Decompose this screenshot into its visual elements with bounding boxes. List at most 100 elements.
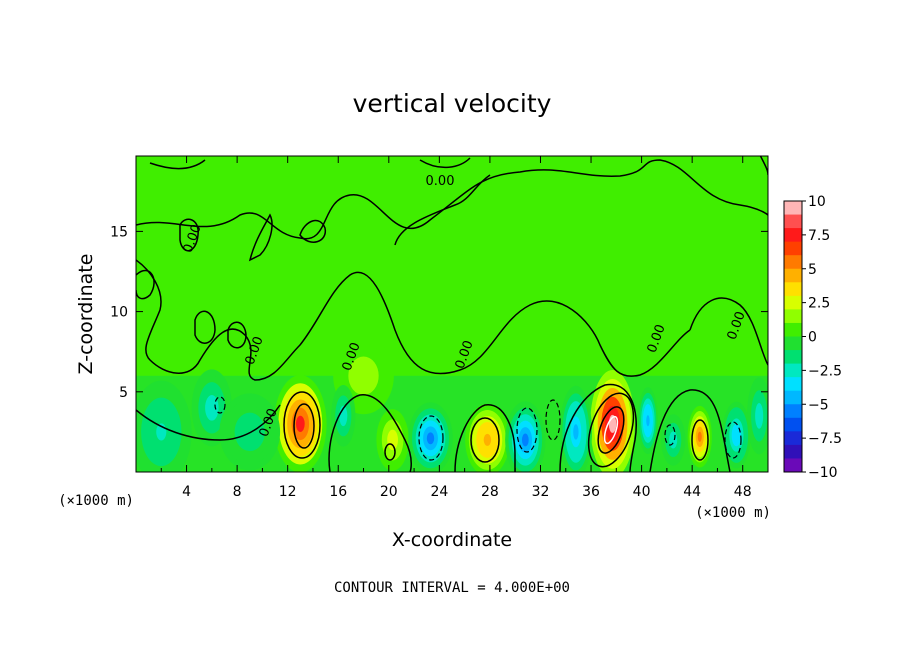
colorbar-swatch [784,404,802,419]
x-tick-label: 24 [430,484,448,500]
x-tick-label: 40 [633,484,651,500]
x-tick-label: 32 [532,484,550,500]
downdraft-cell [559,385,593,472]
updraft-cell [465,403,510,472]
zero-contour [227,321,247,349]
x-tick-label: 44 [683,484,701,500]
zero-contour [454,404,516,472]
downdraft-level [757,409,762,423]
updraft-cell [333,337,394,415]
colorbar-swatch [784,282,802,297]
colorbar-swatch [784,228,802,243]
downdraft-cell [747,377,768,455]
contour-loop [384,443,396,461]
zero-contour [194,310,216,344]
axis-ticks [136,156,768,472]
zero-contour [419,157,471,169]
zero-contour [328,394,412,472]
colorbar-label: 10 [808,194,826,210]
colorbar-swatch [784,322,802,337]
updraft-cell [590,369,635,472]
colorbar-label: 5 [808,262,817,278]
downdraft-level [521,433,529,447]
colorbar-swatch [784,295,802,310]
downdraft-level [426,432,435,445]
colorbar-label: −10 [808,465,838,481]
colorbar-labels: 10 7.5 5 2.5 0 −2.5 −5 −7.5 −10 [802,194,842,481]
updraft-cell [376,409,409,471]
negative-contour-loop [724,421,742,459]
updraft-level [295,415,305,433]
plot-frame [135,155,769,473]
colorbar-swatch [784,417,802,432]
y-tick-label: 10 [110,305,128,321]
negative-contour-loop [214,396,226,414]
negative-contour-loop [516,407,538,453]
zero-contour [559,383,637,472]
zero-contour [136,404,281,441]
colorbar-swatch [784,431,802,446]
colorbar-swatch [784,390,802,405]
contour-loop [587,392,635,468]
x-axis-label: X-coordinate [392,529,512,551]
downdraft-cell [331,385,356,447]
contour-loop [470,417,500,463]
colorbar-label: 7.5 [808,228,830,244]
negative-contours [214,396,742,461]
downdraft-cell [661,414,686,466]
x-tick-labels: 4 8 12 16 20 24 28 32 36 40 44 48 [182,484,752,500]
colorbar-swatch [784,309,802,324]
contour-label: 0.00 [426,174,455,189]
x-unit-label-left: (×1000 m) [58,493,134,509]
downdraft-cell [722,401,751,469]
colorbar [784,201,802,473]
x-unit-label-right: (×1000 m) [695,505,771,521]
contour-loop [597,406,625,454]
colorbar-swatch [784,241,802,256]
colorbar-swatch [784,377,802,392]
colorbar-swatch [784,336,802,351]
downdraft-level [646,415,650,427]
downdraft-level [573,424,579,440]
y-tick-label: 15 [110,224,128,240]
x-tick-label: 12 [279,484,297,500]
x-tick-label: 20 [380,484,398,500]
contour-lines [136,156,768,472]
contour-loop [293,403,315,449]
y-tick-labels: 5 10 15 [110,224,128,400]
downdraft-cell [136,380,192,472]
colorbar-swatch [784,363,802,378]
colorbar-label: −5 [808,397,829,413]
zero-contour [689,297,768,366]
zero-contour [136,159,768,240]
zero-contour [394,174,491,246]
negative-contour-loop [664,424,676,446]
colorbar-swatch [784,444,802,459]
downdraft-level [244,425,255,439]
colorbar-label: 2.5 [808,296,830,312]
downdraft-level [734,429,739,441]
velocity-field [136,337,768,472]
zero-contour [248,213,273,262]
downdraft-cell [408,402,453,472]
updraft-level [697,431,702,442]
contour-loop [603,415,619,445]
downdraft-cell [219,393,281,471]
colorbar-swatch [784,255,802,270]
colorbar-label: −7.5 [808,431,842,447]
zero-contour [136,259,691,381]
downdraft-level [341,410,346,421]
contour-loop [283,391,321,459]
x-tick-label: 36 [582,484,600,500]
x-tick-label: 16 [329,484,347,500]
contour-interval-note: CONTOUR INTERVAL = 4.000E+00 [334,580,570,596]
zero-contour [136,269,155,300]
colorbar-swatch [784,268,802,283]
colorbar-swatch [784,458,802,473]
updraft-level [389,434,396,446]
colorbar-swatch [784,350,802,365]
y-axis-label: Z-coordinate [75,254,97,375]
contour-loop [691,419,709,461]
updraft-level [358,369,369,383]
